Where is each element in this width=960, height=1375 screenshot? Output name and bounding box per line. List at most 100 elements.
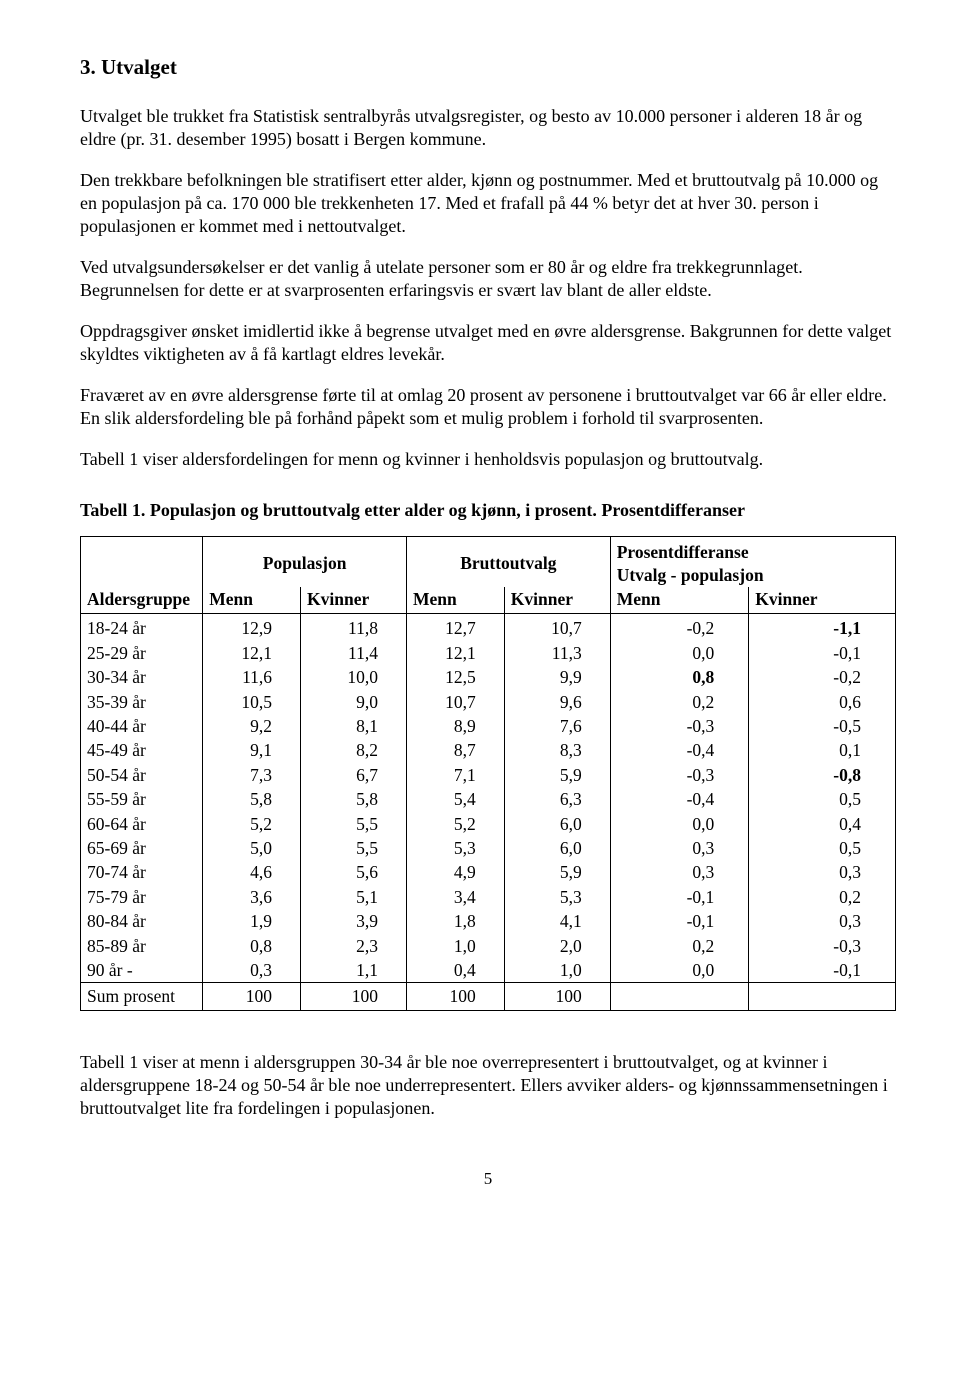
table-row: 60-64 år5,25,55,26,00,00,4 (81, 812, 896, 836)
table-cell: 1,0 (406, 934, 504, 958)
table-cell: -0,4 (610, 738, 749, 762)
table-cell: 0,3 (610, 860, 749, 884)
table-cell: -0,2 (749, 665, 896, 689)
table-row: 35-39 år10,59,010,79,60,20,6 (81, 690, 896, 714)
table-cell: 1,1 (301, 958, 407, 983)
table-cell: 3,9 (301, 909, 407, 933)
table-cell: 35-39 år (81, 690, 203, 714)
age-distribution-table: Populasjon Bruttoutvalg Prosentdifferans… (80, 536, 896, 1010)
table-cell: 75-79 år (81, 885, 203, 909)
table-cell: 7,3 (203, 763, 301, 787)
table-row: 45-49 år9,18,28,78,3-0,40,1 (81, 738, 896, 762)
table-cell: 5,5 (301, 812, 407, 836)
table-cell: 7,1 (406, 763, 504, 787)
table-cell: 1,9 (203, 909, 301, 933)
table-cell: -0,3 (610, 714, 749, 738)
table-cell: 90 år - (81, 958, 203, 983)
table-cell: 0,0 (610, 812, 749, 836)
table-cell: -0,1 (610, 885, 749, 909)
table-cell: -0,3 (749, 934, 896, 958)
paragraph-after-table: Tabell 1 viser at menn i aldersgruppen 3… (80, 1051, 896, 1120)
table-cell: 0,5 (749, 836, 896, 860)
table-cell: 0,3 (203, 958, 301, 983)
table-cell: 0,4 (749, 812, 896, 836)
table-cell: 5,3 (406, 836, 504, 860)
table-cell: 30-34 år (81, 665, 203, 689)
table-row: 75-79 år3,65,13,45,3-0,10,2 (81, 885, 896, 909)
table-cell: 0,0 (610, 641, 749, 665)
table-cell: 8,1 (301, 714, 407, 738)
table-cell: 6,7 (301, 763, 407, 787)
table-cell: 11,4 (301, 641, 407, 665)
table-cell: 0,2 (610, 690, 749, 714)
table-cell: 10,5 (203, 690, 301, 714)
table-row: 40-44 år9,28,18,97,6-0,3-0,5 (81, 714, 896, 738)
table-cell: 5,9 (504, 763, 610, 787)
table-cell: 9,2 (203, 714, 301, 738)
table-cell: 0,4 (406, 958, 504, 983)
table-cell: 11,3 (504, 641, 610, 665)
table-subheader-menn: Menn (406, 587, 504, 614)
table-row: 80-84 år1,93,91,84,1-0,10,3 (81, 909, 896, 933)
table-cell: 3,6 (203, 885, 301, 909)
table-row: 25-29 år12,111,412,111,30,0-0,1 (81, 641, 896, 665)
table-cell: 10,0 (301, 665, 407, 689)
table-cell: 11,8 (301, 614, 407, 641)
table-cell: -0,4 (610, 787, 749, 811)
table-cell: 2,3 (301, 934, 407, 958)
table-cell: -0,8 (749, 763, 896, 787)
table-cell: 100 (406, 983, 504, 1010)
table-subheader-menn: Menn (203, 587, 301, 614)
table-cell: -0,2 (610, 614, 749, 641)
section-heading: 3. Utvalget (80, 54, 896, 81)
table-cell: 9,6 (504, 690, 610, 714)
table-cell: 65-69 år (81, 836, 203, 860)
table-row: 65-69 år5,05,55,36,00,30,5 (81, 836, 896, 860)
table-cell: 5,9 (504, 860, 610, 884)
table-cell: 5,2 (406, 812, 504, 836)
table-cell: 0,8 (610, 665, 749, 689)
table-subheader-kvinner: Kvinner (301, 587, 407, 614)
table-cell: 50-54 år (81, 763, 203, 787)
table-sum-row: Sum prosent100100100100 (81, 983, 896, 1010)
table-row: 70-74 år4,65,64,95,90,30,3 (81, 860, 896, 884)
table-cell: 0,3 (749, 909, 896, 933)
table-cell: Sum prosent (81, 983, 203, 1010)
table-cell: 40-44 år (81, 714, 203, 738)
table-cell: -0,1 (610, 909, 749, 933)
table-cell: -0,1 (749, 641, 896, 665)
table-cell: 8,9 (406, 714, 504, 738)
table-cell: -0,1 (749, 958, 896, 983)
table-cell: 12,1 (203, 641, 301, 665)
table-cell: 5,5 (301, 836, 407, 860)
table-cell: 5,8 (203, 787, 301, 811)
paragraph: Oppdragsgiver ønsket imidlertid ikke å b… (80, 320, 896, 366)
table-cell: 9,0 (301, 690, 407, 714)
table-cell: 5,1 (301, 885, 407, 909)
table-cell: 85-89 år (81, 934, 203, 958)
table-cell: 7,6 (504, 714, 610, 738)
table-cell: 5,6 (301, 860, 407, 884)
table-cell: 5,4 (406, 787, 504, 811)
table-cell: 8,2 (301, 738, 407, 762)
table-cell: 12,5 (406, 665, 504, 689)
table-cell: 1,0 (504, 958, 610, 983)
table-cell: -1,1 (749, 614, 896, 641)
table-cell: 100 (504, 983, 610, 1010)
table-cell: 25-29 år (81, 641, 203, 665)
table-cell: 0,0 (610, 958, 749, 983)
table-cell: 4,6 (203, 860, 301, 884)
table-cell: 11,6 (203, 665, 301, 689)
table-cell: 45-49 år (81, 738, 203, 762)
table-header-populasjon: Populasjon (203, 537, 407, 587)
page-number: 5 (80, 1168, 896, 1190)
paragraph: Utvalget ble trukket fra Statistisk sent… (80, 105, 896, 151)
table-cell: 0,6 (749, 690, 896, 714)
table-cell: 5,2 (203, 812, 301, 836)
table-subheader-kvinner: Kvinner (749, 587, 896, 614)
paragraph: Den trekkbare befolkningen ble stratifis… (80, 169, 896, 238)
table-cell: 2,0 (504, 934, 610, 958)
table-cell: 1,8 (406, 909, 504, 933)
table-cell: 70-74 år (81, 860, 203, 884)
table-cell: 6,0 (504, 836, 610, 860)
